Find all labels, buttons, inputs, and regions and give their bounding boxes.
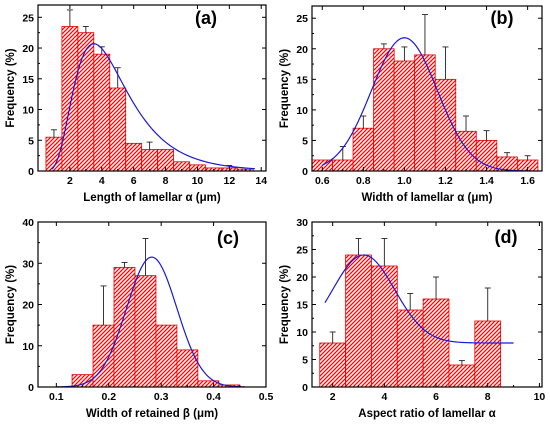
y-tick-label: 5	[302, 355, 308, 367]
bar	[475, 140, 498, 172]
bar	[414, 54, 436, 172]
x-tick-label: 6	[433, 391, 439, 403]
y-axis-label: Frequency (%)	[5, 265, 17, 344]
bar	[396, 309, 424, 388]
y-tick-label: 20	[22, 300, 34, 312]
x-axis-label: Length of lamellar α (μm)	[83, 192, 221, 204]
bar	[373, 48, 395, 172]
fit-curve	[322, 37, 532, 172]
bar	[92, 324, 115, 388]
x-tick-label: 6	[131, 175, 137, 187]
x-tick-label: 0.4	[206, 391, 221, 403]
y-axis-label: Frequency (%)	[279, 265, 291, 344]
y-tick-label: 10	[296, 105, 308, 117]
y-tick-label: 20	[296, 272, 308, 284]
x-tick-label: 4	[381, 391, 387, 403]
x-tick-label: 0.2	[101, 391, 116, 403]
y-tick-label: 0	[302, 382, 308, 394]
panel-b: 0.6 0.8 1.0 1.2 1.4 1.6 0 5 10 15 20 25 Width of lam…	[279, 5, 543, 204]
bar	[155, 324, 178, 388]
panel-label: (c)	[217, 228, 239, 248]
panel-label: (a)	[195, 8, 217, 28]
fit-curve	[56, 256, 246, 388]
y-tick-label: 0	[28, 166, 34, 178]
x-tick-label: 1.2	[438, 175, 453, 187]
x-axis-label: Width of retained β (μm)	[86, 408, 218, 420]
bar	[474, 320, 502, 388]
y-tick-label: 20	[296, 44, 308, 56]
y-tick-label: 15	[22, 74, 34, 86]
bar	[345, 254, 372, 388]
bar	[134, 275, 157, 388]
x-tick-label: 2	[330, 391, 336, 403]
bar	[141, 149, 158, 172]
x-tick-label: 0.3	[154, 391, 169, 403]
bar	[113, 266, 136, 388]
panel-a: 2 4 6 8 10 12 14 0 5 10 15 20 25 Length of lamellar α…	[5, 4, 267, 204]
y-tick-label: 0	[28, 382, 34, 394]
y-tick-label: 25	[296, 13, 308, 25]
bar	[352, 127, 375, 172]
x-tick-label: 4	[99, 175, 105, 187]
y-tick-label: 25	[22, 12, 34, 24]
x-tick-label: 0.5	[259, 391, 274, 403]
bar	[319, 342, 346, 388]
y-tick-label: 10	[296, 327, 308, 339]
x-tick-label: 0.1	[49, 391, 64, 403]
x-tick-label: 8	[485, 391, 491, 403]
bar	[109, 87, 127, 172]
bar	[448, 364, 476, 388]
x-tick-label: 10	[192, 175, 204, 187]
y-tick-label: 5	[302, 135, 308, 147]
bar	[93, 53, 111, 172]
x-tick-label: 2	[67, 175, 73, 187]
x-tick-label: 1.4	[479, 175, 494, 187]
bar	[393, 60, 416, 172]
x-tick-label: 1.6	[520, 175, 535, 187]
x-axis-label: Aspect ratio of lamellar α	[358, 408, 495, 420]
bar	[61, 26, 79, 172]
y-tick-label: 15	[296, 300, 308, 312]
panel-label: (d)	[495, 227, 518, 247]
y-tick-label: 30	[296, 217, 308, 229]
bar	[422, 298, 450, 388]
x-tick-label: 0.8	[356, 175, 371, 187]
y-tick-label: 20	[22, 43, 34, 55]
y-tick-label: 0	[302, 166, 308, 178]
y-tick-label: 30	[22, 258, 34, 270]
y-tick-label: 40	[22, 217, 34, 229]
bar	[371, 265, 398, 388]
y-axis-label: Frequency (%)	[5, 48, 17, 127]
x-axis-label: Width of lamellar α (μm)	[362, 192, 493, 204]
fit-curve	[324, 254, 514, 344]
y-axis-label: Frequency (%)	[279, 49, 291, 128]
x-tick-label: 10	[534, 391, 546, 403]
x-tick-label: 8	[163, 175, 169, 187]
x-tick-label: 12	[223, 175, 235, 187]
bar	[77, 32, 95, 172]
plot-frame	[311, 5, 543, 172]
x-tick-label: 0.6	[315, 175, 330, 187]
x-tick-label: 1.0	[397, 175, 412, 187]
y-tick-label: 10	[22, 341, 34, 353]
y-tick-label: 15	[296, 74, 308, 86]
panel-label: (b)	[491, 8, 514, 28]
fit-curve	[51, 43, 255, 170]
y-tick-label: 5	[28, 135, 34, 147]
panel-d: 2 4 6 8 10 0 5 10 15 20 25 30 Aspect ratio of lamell…	[279, 217, 545, 420]
x-tick-label: 14	[255, 175, 267, 187]
y-tick-label: 25	[296, 245, 308, 257]
bar	[125, 142, 143, 172]
panel-c: 0.1 0.2 0.3 0.4 0.5 0 10 20 30 40 Width of retaine…	[5, 217, 273, 420]
y-tick-label: 10	[22, 105, 34, 117]
plot-frame	[37, 4, 267, 172]
